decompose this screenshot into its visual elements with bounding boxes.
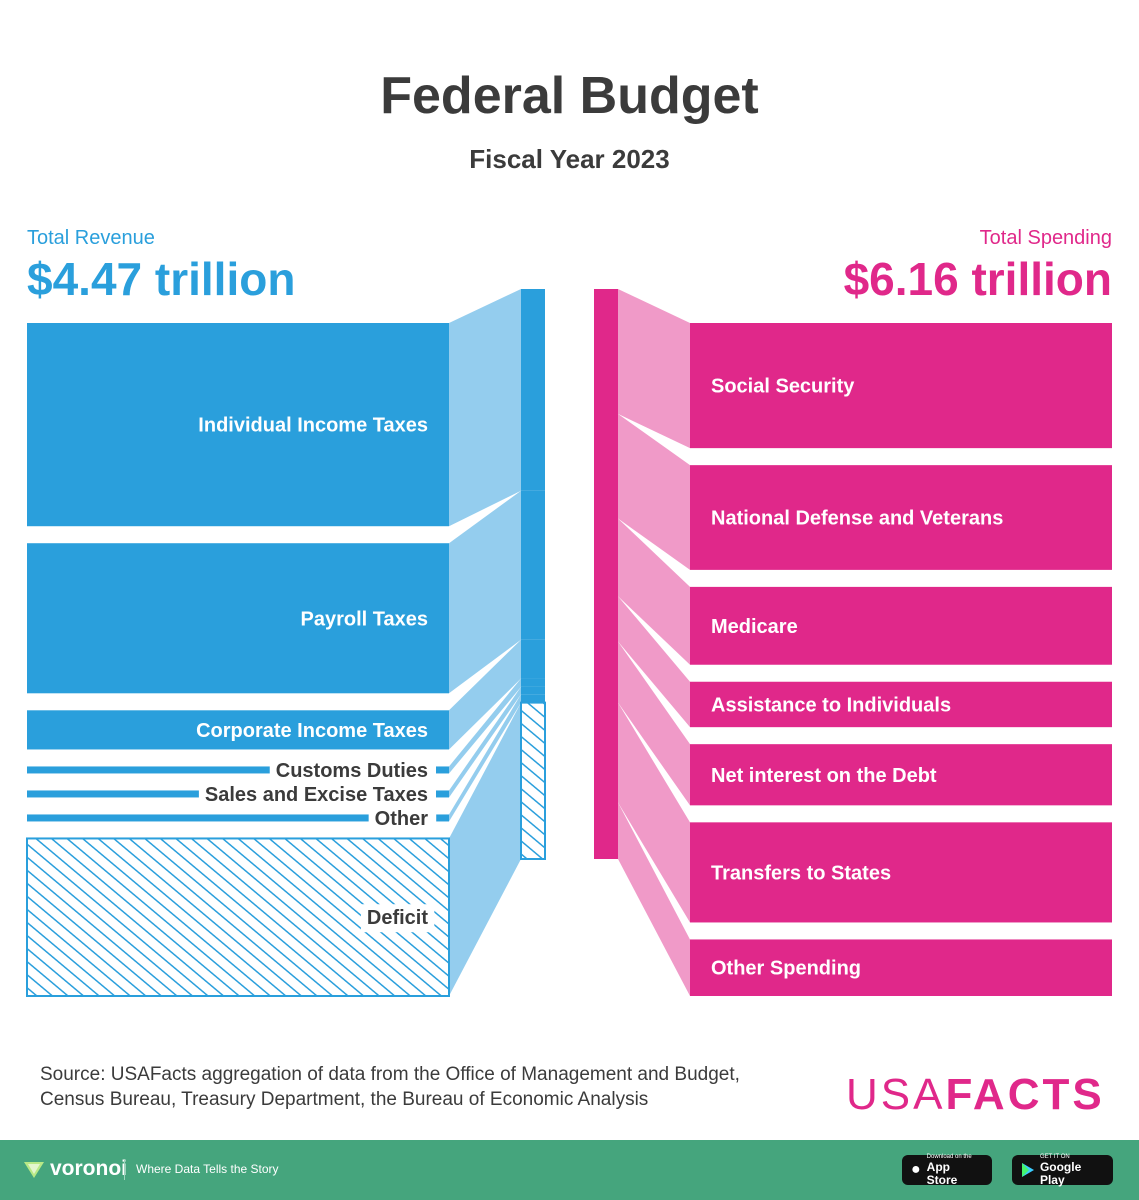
revenue-link-payroll-taxes	[449, 490, 521, 694]
revenue-link-customs-duties	[449, 678, 521, 774]
revenue-center-segment-corporate-income-taxes	[521, 639, 545, 679]
revenue-link-other	[449, 694, 521, 822]
spending-link-national-defense-and-veterans	[618, 413, 690, 570]
spending-bar-social-security	[690, 323, 1112, 449]
revenue-center-segment-sales-and-excise-taxes	[521, 686, 545, 695]
label-bg-customs-duties	[269, 764, 436, 776]
label-bg-deficit	[360, 904, 435, 933]
revenue-bar-payroll-taxes	[27, 543, 449, 694]
app-store-big-text: App Store	[926, 1159, 958, 1187]
source-line-2: Census Bureau, Treasury Department, the …	[40, 1089, 649, 1110]
revenue-label-corporate-income-taxes: Corporate Income Taxes	[196, 720, 428, 742]
footer-divider	[124, 1160, 125, 1180]
apple-icon: ●	[911, 1161, 921, 1178]
voronoi-brand-name: voronoi	[50, 1157, 127, 1180]
usafacts-logo: USAFACTS	[846, 1070, 1105, 1120]
spending-bar-national-defense-and-veterans	[690, 465, 1112, 570]
revenue-center-segment-customs-duties	[521, 678, 545, 687]
revenue-center-segment-individual-income-taxes	[521, 289, 545, 491]
google-play-button[interactable]: GET IT ON Google Play	[1012, 1153, 1113, 1187]
spending-label-assistance-to-individuals: Assistance to Individuals	[711, 694, 951, 716]
spending-link-other-spending	[618, 802, 690, 996]
spending-label-social-security: Social Security	[711, 376, 855, 398]
revenue-label-deficit: Deficit	[367, 907, 428, 929]
voronoi-brand[interactable]: voronoi	[24, 1157, 127, 1181]
deficit-center-bar	[520, 701, 546, 860]
revenue-link-deficit	[449, 702, 521, 996]
revenue-link-sales-and-excise-taxes	[449, 686, 521, 798]
chart-subtitle: Fiscal Year 2023	[469, 144, 670, 174]
total-revenue-label: Total Revenue	[27, 227, 155, 249]
spending-bar-medicare	[690, 586, 1112, 665]
google-play-big-text: Google Play	[1039, 1159, 1082, 1187]
spending-link-assistance-to-individuals	[618, 596, 690, 728]
spending-center-bar	[594, 289, 618, 859]
spending-label-net-interest-on-the-debt: Net interest on the Debt	[711, 765, 937, 787]
revenue-center-segment-other	[521, 694, 545, 703]
spending-bar-other-spending	[690, 939, 1112, 996]
chart-title: Federal Budget	[380, 67, 759, 125]
spending-bar-net-interest-on-the-debt	[690, 744, 1112, 806]
spending-link-net-interest-on-the-debt	[618, 641, 690, 806]
logo-part-facts: FACTS	[945, 1070, 1105, 1119]
revenue-label-payroll-taxes: Payroll Taxes	[301, 608, 428, 630]
spending-bar-assistance-to-individuals	[690, 681, 1112, 728]
google-play-small-text: GET IT ON	[1039, 1153, 1070, 1160]
revenue-center-segment-payroll-taxes	[521, 490, 545, 640]
spending-label-transfers-to-states: Transfers to States	[711, 862, 891, 884]
spending-bar-transfers-to-states	[690, 822, 1112, 923]
app-store-button[interactable]: ● Download on the App Store	[902, 1153, 992, 1187]
total-spending-value: $6.16 trillion	[843, 253, 1112, 305]
spending-link-transfers-to-states	[618, 702, 690, 923]
revenue-link-individual-income-taxes	[449, 289, 521, 527]
spending-link-medicare	[618, 518, 690, 665]
label-bg-sales-and-excise-taxes	[198, 788, 436, 800]
spending-label-other-spending: Other Spending	[711, 958, 861, 980]
source-note: Source: USAFacts aggregation of data fro…	[40, 1062, 740, 1112]
total-revenue-value: $4.47 trillion	[27, 253, 296, 305]
spending-link-social-security	[618, 289, 690, 449]
source-line-1: Source: USAFacts aggregation of data fro…	[40, 1064, 740, 1085]
revenue-label-customs-duties: Customs Duties	[276, 760, 428, 782]
footer-tagline: Where Data Tells the Story	[136, 1162, 279, 1176]
revenue-label-sales-and-excise-taxes: Sales and Excise Taxes	[205, 784, 428, 806]
revenue-bar-customs-duties	[27, 766, 449, 774]
sankey-chart: Individual Income Taxes Payroll Taxes Corp…	[26, 289, 1112, 998]
spending-label-medicare: Medicare	[711, 616, 798, 638]
google-play-icon	[1022, 1163, 1034, 1177]
revenue-link-corporate-income-taxes	[449, 639, 521, 750]
voronoi-logo-icon	[24, 1162, 44, 1178]
revenue-label-individual-income-taxes: Individual Income Taxes	[198, 415, 428, 437]
spending-label-national-defense-and-veterans: National Defense and Veterans	[711, 508, 1003, 530]
logo-part-usa: USA	[846, 1070, 946, 1119]
revenue-label-other: Other	[375, 808, 429, 830]
label-bg-other	[368, 812, 437, 824]
revenue-bar-individual-income-taxes	[27, 323, 449, 527]
revenue-bar-other	[27, 814, 449, 822]
app-store-small-text: Download on the	[926, 1153, 972, 1160]
total-spending-label: Total Spending	[979, 227, 1112, 249]
revenue-bar-corporate-income-taxes	[27, 710, 449, 750]
